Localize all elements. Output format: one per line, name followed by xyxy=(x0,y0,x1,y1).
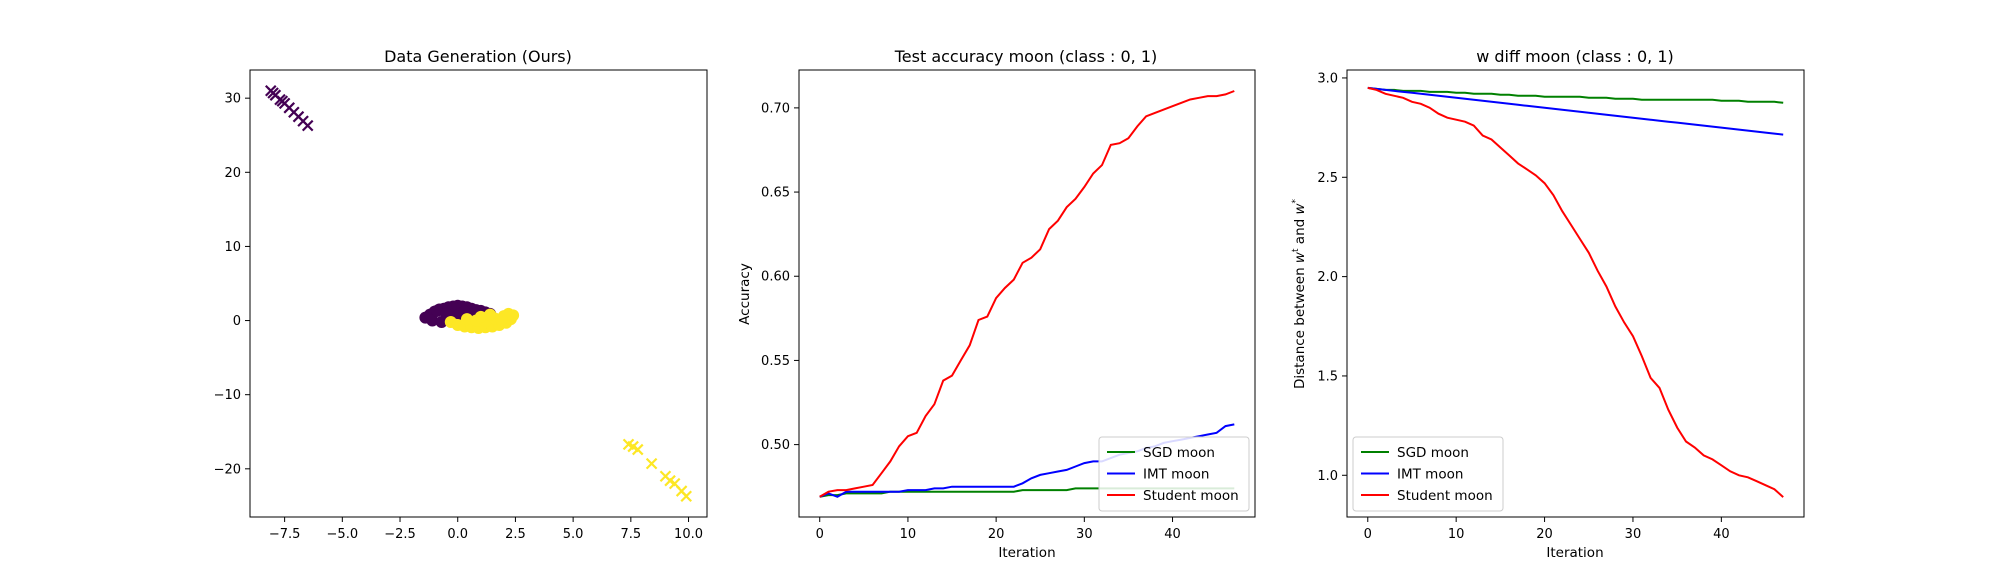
y-tick-label: 1.5 xyxy=(1317,369,1338,384)
scatter-point xyxy=(460,313,473,326)
legend: SGD moon IMT moon Student moon xyxy=(1352,436,1504,512)
legend-box xyxy=(1352,436,1504,512)
series-line xyxy=(1367,86,1784,104)
x-tick-label: −7.5 xyxy=(269,527,301,542)
scatter-point xyxy=(484,308,497,321)
y-tick-label: 2.5 xyxy=(1317,171,1338,186)
scatter-point-x xyxy=(301,119,314,132)
y-tick-label: 0 xyxy=(233,314,241,329)
y-tick-label: 20 xyxy=(224,166,241,181)
plot-frame xyxy=(1346,69,1805,518)
x-tick-label: 7.5 xyxy=(620,527,641,542)
x-tick-label: 20 xyxy=(988,527,1005,542)
y-tick-label: 3.0 xyxy=(1317,71,1338,86)
chart-title: Data Generation (Ours) xyxy=(384,47,572,66)
accuracy-panel: Test accuracy moon (class : 0, 1) 0 10 20 3… xyxy=(737,47,1256,561)
y-tick-label: 0.60 xyxy=(761,270,790,285)
x-axis-label: Iteration xyxy=(998,545,1055,561)
plot-frame xyxy=(249,69,708,518)
x-tick-label: 30 xyxy=(1076,527,1093,542)
y-tick-label: 30 xyxy=(224,92,241,107)
y-tick-label: 2.0 xyxy=(1317,270,1338,285)
x-tick-label: 30 xyxy=(1625,527,1642,542)
legend-label: SGD moon xyxy=(1397,445,1469,461)
legend: SGD moon IMT moon Student moon xyxy=(1098,436,1250,512)
y-axis-label: Distance between wt and w* xyxy=(1291,198,1308,389)
y-tick-label: −20 xyxy=(214,462,241,477)
scatter-point-x xyxy=(645,457,658,470)
y-tick-label: 1.0 xyxy=(1317,469,1338,484)
series-line xyxy=(819,90,1235,498)
y-tick-label: −10 xyxy=(214,388,241,403)
x-tick-label: 10.0 xyxy=(674,527,703,542)
legend-label: IMT moon xyxy=(1143,467,1209,483)
x-tick-label: 5.0 xyxy=(563,527,584,542)
series-line xyxy=(1367,86,1784,498)
chart-title: w diff moon (class : 0, 1) xyxy=(1476,47,1674,66)
y-axis-label: Accuracy xyxy=(737,263,753,325)
x-tick-label: −2.5 xyxy=(384,527,416,542)
x-tick-label: 10 xyxy=(1448,527,1465,542)
x-tick-label: 0 xyxy=(1364,527,1372,542)
x-tick-label: 40 xyxy=(1164,527,1181,542)
scatter-point xyxy=(495,313,508,326)
scatter-panel: Data Generation (Ours) −7.5 −5.0 −2.5 0.0 2.… xyxy=(214,47,708,542)
x-tick-label: 2.5 xyxy=(505,527,526,542)
scatter-point-x xyxy=(627,440,639,453)
scatter-point-x xyxy=(267,87,279,99)
series-line xyxy=(1367,86,1784,136)
y-tick-label: 0.50 xyxy=(761,438,790,453)
x-tick-label: 10 xyxy=(900,527,917,542)
legend-label: SGD moon xyxy=(1143,445,1215,461)
x-tick-label: 40 xyxy=(1713,527,1730,542)
x-tick-label: −5.0 xyxy=(327,527,359,542)
y-tick-label: 0.70 xyxy=(761,101,790,116)
scatter-point-x xyxy=(664,474,676,487)
y-tick-label: 0.65 xyxy=(761,186,790,201)
legend-box xyxy=(1098,436,1250,512)
legend-label: Student moon xyxy=(1143,488,1239,504)
legend-label: Student moon xyxy=(1397,488,1493,504)
y-tick-label: 10 xyxy=(224,240,241,255)
scatter-point-x xyxy=(680,490,693,503)
wdiff-panel: w diff moon (class : 0, 1) 0 10 20 30 40 1.0… xyxy=(1291,47,1805,561)
legend-label: IMT moon xyxy=(1397,467,1463,483)
scatter-point xyxy=(426,314,439,327)
y-tick-label: 0.55 xyxy=(761,354,790,369)
x-tick-label: 0.0 xyxy=(447,527,468,542)
scatter-point-x xyxy=(276,95,289,107)
x-tick-label: 20 xyxy=(1536,527,1553,542)
x-tick-label: 0 xyxy=(816,527,824,542)
x-axis-label: Iteration xyxy=(1546,545,1603,561)
scatter-point xyxy=(430,304,443,317)
plot-frame xyxy=(798,69,1256,518)
chart-title: Test accuracy moon (class : 0, 1) xyxy=(894,47,1158,66)
scatter-point xyxy=(474,310,487,323)
